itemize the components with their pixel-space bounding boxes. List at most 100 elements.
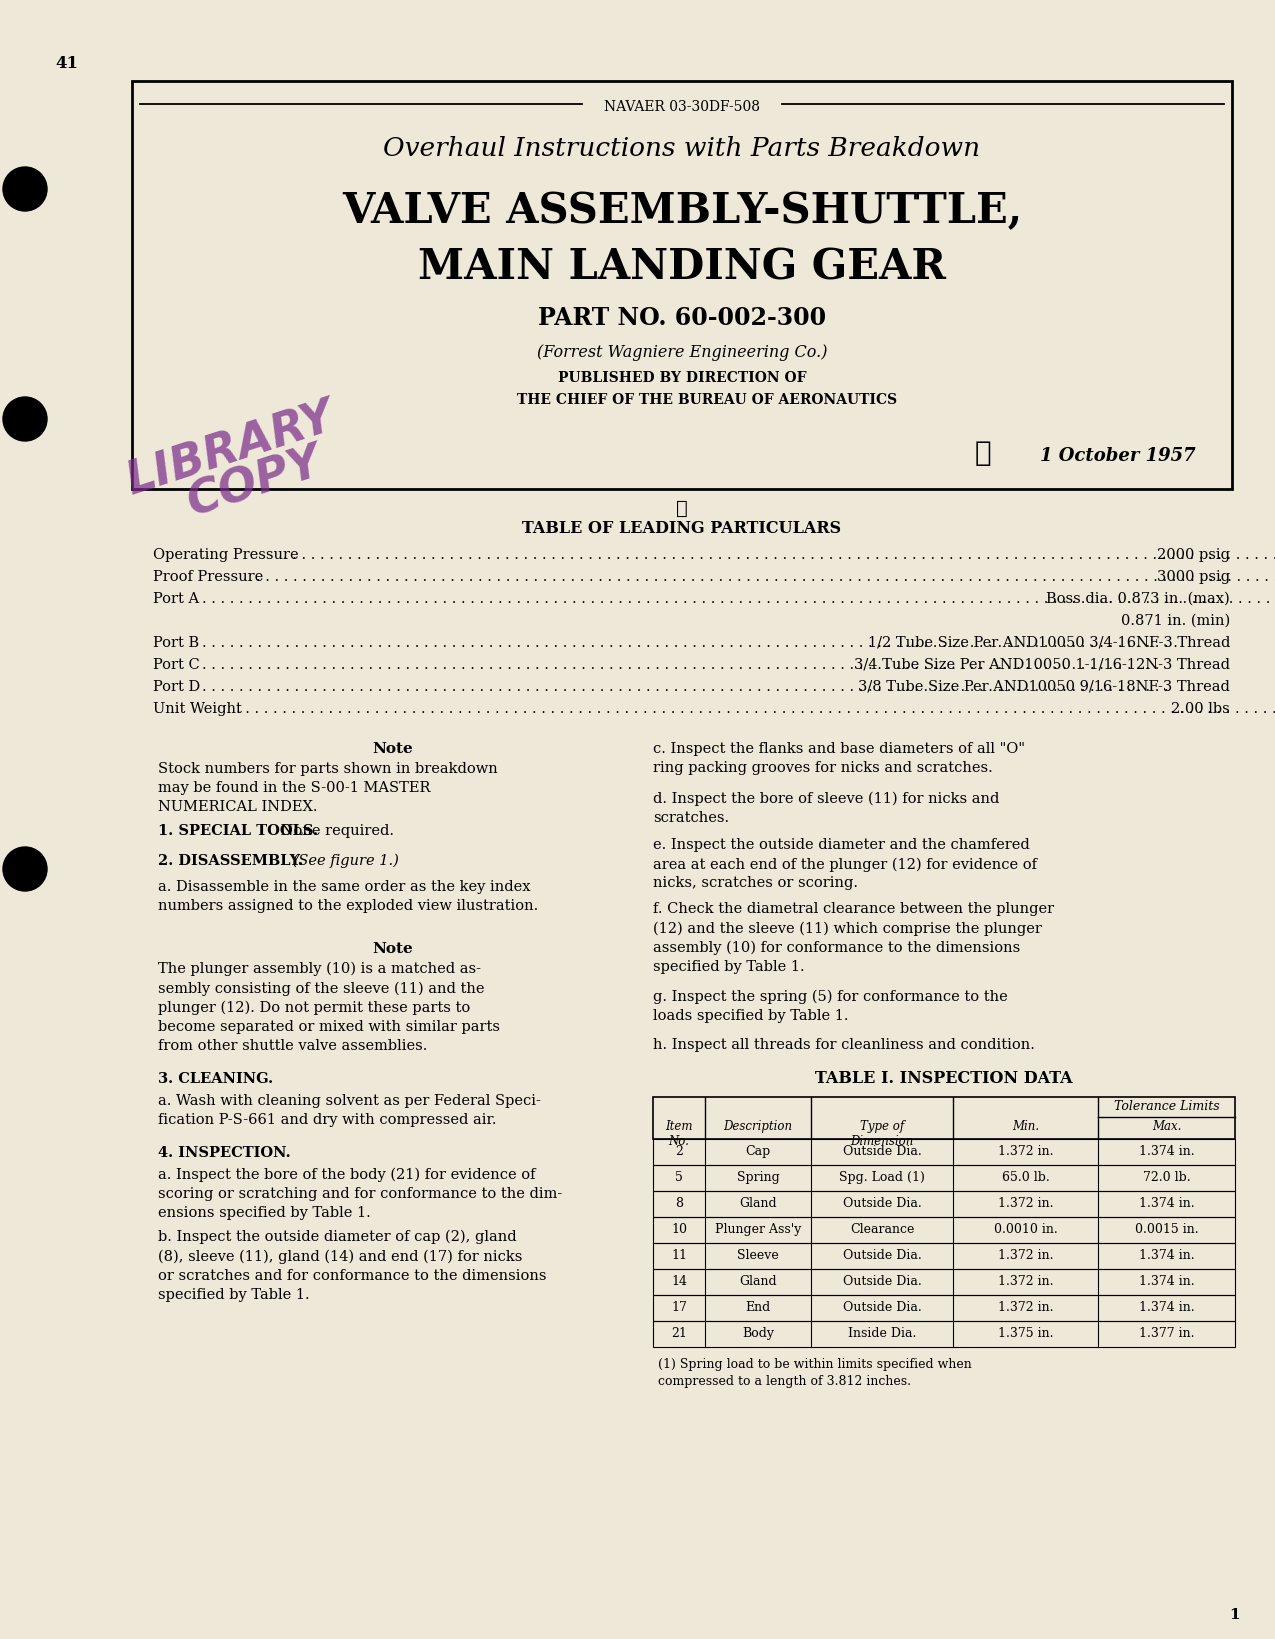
Text: 41: 41 [55, 56, 78, 72]
Text: 1.372 in.: 1.372 in. [998, 1274, 1053, 1287]
Text: Note: Note [372, 941, 413, 956]
Text: 1.375 in.: 1.375 in. [998, 1326, 1053, 1339]
Text: 5: 5 [674, 1170, 683, 1183]
Text: 0.871 in. (min): 0.871 in. (min) [1121, 613, 1230, 628]
Circle shape [3, 847, 47, 892]
Text: 2.00 lbs: 2.00 lbs [1172, 701, 1230, 716]
Text: 11: 11 [671, 1249, 687, 1262]
Text: Inside Dia.: Inside Dia. [848, 1326, 917, 1339]
Text: a. Disassemble in the same order as the key index
numbers assigned to the explod: a. Disassemble in the same order as the … [158, 880, 538, 913]
Text: Outside Dia.: Outside Dia. [843, 1249, 922, 1262]
Text: 17: 17 [671, 1300, 687, 1313]
Text: The plunger assembly (10) is a matched as-
sembly consisting of the sleeve (11) : The plunger assembly (10) is a matched a… [158, 962, 500, 1052]
Bar [653, 1321, 1235, 1347]
Text: h. Inspect all threads for cleanliness and condition.: h. Inspect all threads for cleanliness a… [653, 1037, 1035, 1051]
Text: Operating Pressure: Operating Pressure [153, 547, 298, 562]
Text: g. Inspect the spring (5) for conformance to the
loads specified by Table 1.: g. Inspect the spring (5) for conformanc… [653, 990, 1007, 1023]
Text: ★: ★ [676, 500, 688, 518]
Text: VALVE ASSEMBLY-SHUTTLE,: VALVE ASSEMBLY-SHUTTLE, [342, 190, 1023, 231]
Text: . . . . . . . . . . . . . . . . . . . . . . . . . . . . . . . . . . . . . . . . : . . . . . . . . . . . . . . . . . . . . … [201, 636, 1182, 649]
Text: THE CHIEF OF THE BUREAU OF AERONAUTICS: THE CHIEF OF THE BUREAU OF AERONAUTICS [516, 393, 898, 406]
Text: LIBRARY: LIBRARY [120, 395, 340, 505]
Text: 1.374 in.: 1.374 in. [1139, 1300, 1195, 1313]
Text: 1.374 in.: 1.374 in. [1139, 1249, 1195, 1262]
Bar [653, 1139, 1235, 1165]
Text: Outside Dia.: Outside Dia. [843, 1144, 922, 1157]
Text: 3/4 Tube Size Per AND10050 1-1/16-12N-3 Thread: 3/4 Tube Size Per AND10050 1-1/16-12N-3 … [854, 657, 1230, 672]
Text: a. Inspect the bore of the body (21) for evidence of
scoring or scratching and f: a. Inspect the bore of the body (21) for… [158, 1167, 562, 1219]
Text: Proof Pressure: Proof Pressure [153, 570, 263, 583]
Text: Clearance: Clearance [850, 1223, 914, 1236]
Text: (Forrest Wagniere Engineering Co.): (Forrest Wagniere Engineering Co.) [537, 344, 827, 361]
Text: Outside Dia.: Outside Dia. [843, 1274, 922, 1287]
Text: . . . . . . . . . . . . . . . . . . . . . . . . . . . . . . . . . . . . . . . . : . . . . . . . . . . . . . . . . . . . . … [236, 701, 1275, 716]
Text: Note: Note [372, 741, 413, 756]
Text: 3/8 Tube Size Per AND10050 9/16-18NF-3 Thread: 3/8 Tube Size Per AND10050 9/16-18NF-3 T… [858, 680, 1230, 693]
Text: Unit Weight: Unit Weight [153, 701, 242, 716]
Text: Port A: Port A [153, 592, 199, 606]
Text: 2000 psig: 2000 psig [1156, 547, 1230, 562]
Text: f. Check the diametral clearance between the plunger
(12) and the sleeve (11) wh: f. Check the diametral clearance between… [653, 901, 1054, 974]
Text: 14: 14 [671, 1274, 687, 1287]
Text: Boss dia. 0.873 in. (max): Boss dia. 0.873 in. (max) [1047, 592, 1230, 606]
Text: Max.: Max. [1151, 1119, 1181, 1133]
Text: PART NO. 60-002-300: PART NO. 60-002-300 [538, 306, 826, 329]
Text: Outside Dia.: Outside Dia. [843, 1300, 922, 1313]
Text: Sleeve: Sleeve [737, 1249, 779, 1262]
Text: b. Inspect the outside diameter of cap (2), gland
(8), sleeve (11), gland (14) a: b. Inspect the outside diameter of cap (… [158, 1229, 547, 1301]
Bar [653, 1192, 1235, 1218]
Text: NAVAER 03-30DF-508: NAVAER 03-30DF-508 [604, 100, 760, 115]
Text: Gland: Gland [740, 1274, 776, 1287]
Text: 1.374 in.: 1.374 in. [1139, 1274, 1195, 1287]
Text: Outside Dia.: Outside Dia. [843, 1196, 922, 1210]
Circle shape [3, 167, 47, 211]
Text: . . . . . . . . . . . . . . . . . . . . . . . . . . . . . . . . . . . . . . . . : . . . . . . . . . . . . . . . . . . . . … [201, 657, 1164, 672]
Text: None required.: None required. [275, 823, 394, 838]
Text: 10: 10 [671, 1223, 687, 1236]
Text: (See figure 1.): (See figure 1.) [288, 854, 399, 869]
Text: Gland: Gland [740, 1196, 776, 1210]
Text: Tolerance Limits: Tolerance Limits [1113, 1100, 1219, 1113]
Text: e. Inspect the outside diameter and the chamfered
area at each end of the plunge: e. Inspect the outside diameter and the … [653, 838, 1037, 890]
Text: 4. INSPECTION.: 4. INSPECTION. [158, 1146, 291, 1159]
Text: 2: 2 [674, 1144, 683, 1157]
Text: 1.372 in.: 1.372 in. [998, 1300, 1053, 1313]
Text: 8: 8 [674, 1196, 683, 1210]
Text: 0.0010 in.: 0.0010 in. [993, 1223, 1057, 1236]
Text: End: End [746, 1300, 770, 1313]
Text: TABLE I. INSPECTION DATA: TABLE I. INSPECTION DATA [815, 1069, 1072, 1087]
Text: COPY: COPY [182, 439, 328, 526]
Text: 1.372 in.: 1.372 in. [998, 1196, 1053, 1210]
Bar [653, 1098, 1235, 1139]
Text: 1. SPECIAL TOOLS.: 1. SPECIAL TOOLS. [158, 823, 317, 838]
Text: 1: 1 [1229, 1606, 1241, 1621]
Text: Spring: Spring [737, 1170, 779, 1183]
Text: Body: Body [742, 1326, 774, 1339]
Text: 2. DISASSEMBLY.: 2. DISASSEMBLY. [158, 854, 303, 867]
Text: Port C: Port C [153, 657, 200, 672]
Bar [653, 1244, 1235, 1269]
Text: . . . . . . . . . . . . . . . . . . . . . . . . . . . . . . . . . . . . . . . . : . . . . . . . . . . . . . . . . . . . . … [283, 547, 1275, 562]
Text: Port D: Port D [153, 680, 200, 693]
Text: 72.0 lb.: 72.0 lb. [1142, 1170, 1191, 1183]
Text: . . . . . . . . . . . . . . . . . . . . . . . . . . . . . . . . . . . . . . . . : . . . . . . . . . . . . . . . . . . . . … [201, 592, 1275, 606]
Text: Plunger Ass'y: Plunger Ass'y [715, 1223, 801, 1236]
Text: Stock numbers for parts shown in breakdown
may be found in the S-00-1 MASTER
NUM: Stock numbers for parts shown in breakdo… [158, 762, 497, 813]
Text: 65.0 lb.: 65.0 lb. [1002, 1170, 1049, 1183]
Bar [653, 1269, 1235, 1295]
Text: a. Wash with cleaning solvent as per Federal Speci-
fication P-S-661 and dry wit: a. Wash with cleaning solvent as per Fed… [158, 1093, 541, 1126]
Text: Description: Description [723, 1119, 793, 1133]
Text: 1/2 Tube Size Per AND10050 3/4-16NF-3 Thread: 1/2 Tube Size Per AND10050 3/4-16NF-3 Th… [867, 636, 1230, 649]
Text: 1.372 in.: 1.372 in. [998, 1144, 1053, 1157]
Text: c. Inspect the flanks and base diameters of all "O"
ring packing grooves for nic: c. Inspect the flanks and base diameters… [653, 741, 1025, 775]
Text: 1.372 in.: 1.372 in. [998, 1249, 1053, 1262]
Text: . . . . . . . . . . . . . . . . . . . . . . . . . . . . . . . . . . . . . . . . : . . . . . . . . . . . . . . . . . . . . … [256, 570, 1275, 583]
Text: Port B: Port B [153, 636, 199, 649]
Text: ✓: ✓ [974, 439, 992, 467]
Bar [133, 82, 1232, 490]
Bar [653, 1218, 1235, 1244]
Text: 3000 psig: 3000 psig [1156, 570, 1230, 583]
Text: MAIN LANDING GEAR: MAIN LANDING GEAR [418, 247, 946, 288]
Text: Type of
Dimension: Type of Dimension [850, 1119, 914, 1147]
Bar [653, 1165, 1235, 1192]
